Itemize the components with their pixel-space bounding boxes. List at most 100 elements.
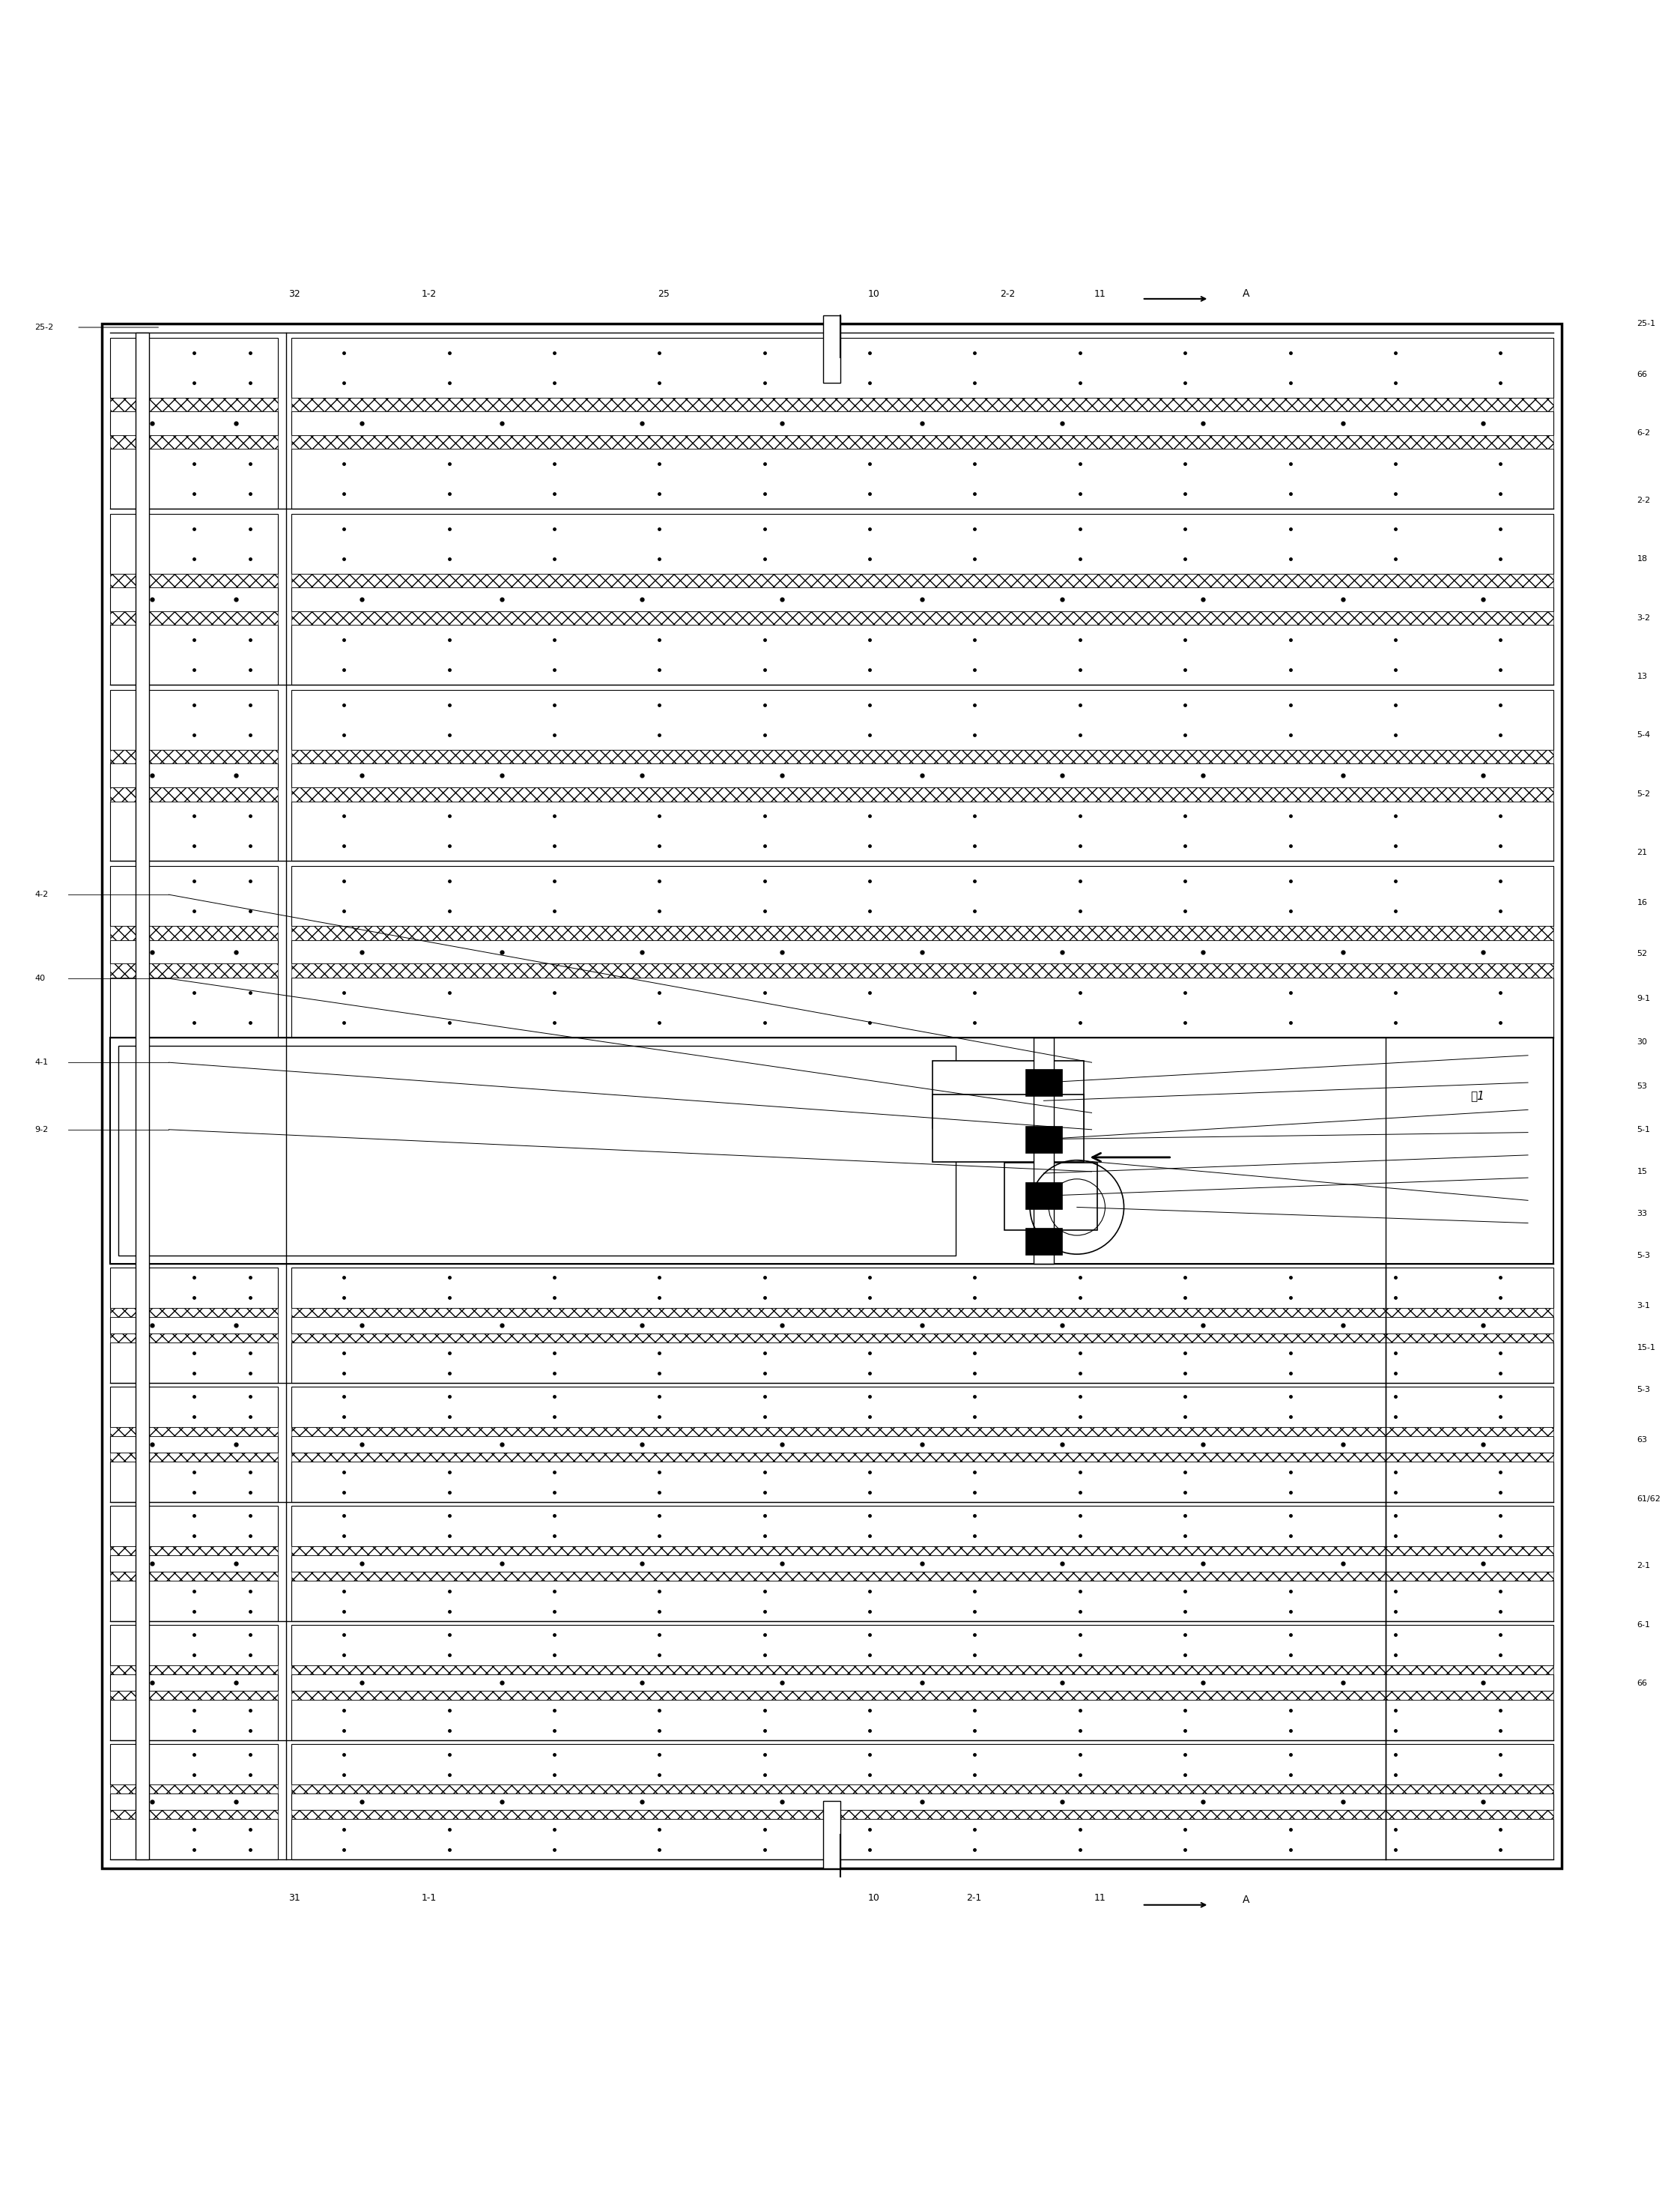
Text: 图1: 图1 <box>1470 1089 1485 1103</box>
Bar <box>291 866 1552 927</box>
Bar <box>291 787 1552 802</box>
Bar <box>291 1388 1552 1427</box>
Text: 6-2: 6-2 <box>1636 430 1650 436</box>
Bar <box>111 449 277 509</box>
Bar <box>1033 1037 1053 1265</box>
Text: 31: 31 <box>289 1894 301 1903</box>
Bar <box>291 940 1552 964</box>
Bar <box>291 1811 1552 1819</box>
Text: 2-1: 2-1 <box>966 1894 981 1903</box>
Bar <box>111 412 277 434</box>
Text: 5-2: 5-2 <box>1636 789 1650 798</box>
Bar <box>111 1309 277 1317</box>
Bar <box>111 434 277 449</box>
Bar <box>111 338 277 397</box>
Bar <box>111 690 277 750</box>
Bar <box>111 1745 277 1784</box>
Bar <box>291 1572 1552 1580</box>
Text: 4-1: 4-1 <box>35 1059 49 1065</box>
Text: 9-2: 9-2 <box>35 1127 49 1133</box>
Text: 5-1: 5-1 <box>1636 1127 1650 1133</box>
Text: 66: 66 <box>1636 370 1648 377</box>
Bar <box>291 1666 1552 1675</box>
Text: 18: 18 <box>1636 555 1648 563</box>
Text: 16: 16 <box>1636 899 1648 907</box>
Bar <box>111 1037 1552 1265</box>
Bar <box>111 1690 277 1701</box>
Text: 25-2: 25-2 <box>35 324 54 331</box>
Bar <box>111 802 277 861</box>
Bar <box>291 434 1552 449</box>
Bar <box>291 690 1552 750</box>
Bar <box>291 513 1552 574</box>
Text: 1-2: 1-2 <box>422 289 437 298</box>
Bar <box>291 1342 1552 1383</box>
Text: 10: 10 <box>867 289 880 298</box>
Bar <box>111 1342 277 1383</box>
Bar <box>111 763 277 787</box>
Bar <box>111 1506 277 1545</box>
Bar <box>111 1556 277 1572</box>
Bar <box>111 1793 277 1811</box>
Text: 11: 11 <box>1094 289 1105 298</box>
Bar <box>1025 1070 1062 1096</box>
Bar <box>291 1690 1552 1701</box>
Bar <box>291 1333 1552 1342</box>
Text: 40: 40 <box>35 975 45 982</box>
Bar <box>111 1624 277 1666</box>
Bar <box>111 1666 277 1675</box>
Bar <box>291 1675 1552 1690</box>
Text: 15-1: 15-1 <box>1636 1344 1656 1352</box>
Bar <box>291 1701 1552 1740</box>
Text: 2-2: 2-2 <box>1000 289 1015 298</box>
Text: A: A <box>1243 1894 1250 1905</box>
Bar <box>111 397 277 412</box>
Bar <box>291 1819 1552 1859</box>
Text: 3-1: 3-1 <box>1636 1302 1650 1309</box>
Bar <box>111 1462 277 1502</box>
Bar <box>291 964 1552 978</box>
Text: 15: 15 <box>1636 1168 1648 1175</box>
Text: 66: 66 <box>1636 1679 1648 1688</box>
Bar <box>111 1427 277 1436</box>
Bar <box>1025 1181 1062 1210</box>
Text: 4-2: 4-2 <box>35 890 49 899</box>
Bar <box>291 574 1552 587</box>
Bar <box>1025 1127 1062 1153</box>
Bar <box>291 1309 1552 1317</box>
Text: 32: 32 <box>289 289 301 298</box>
Text: 13: 13 <box>1636 673 1648 680</box>
Bar <box>291 1624 1552 1666</box>
Bar <box>111 1388 277 1427</box>
Bar <box>291 625 1552 684</box>
Bar <box>291 1745 1552 1784</box>
Bar <box>291 612 1552 625</box>
Text: 25: 25 <box>659 289 670 298</box>
Bar <box>291 750 1552 763</box>
Bar <box>111 750 277 763</box>
Bar <box>111 1675 277 1690</box>
Text: 1-1: 1-1 <box>422 1894 437 1903</box>
Bar <box>102 324 1561 1868</box>
Text: 5-3: 5-3 <box>1636 1385 1650 1394</box>
Text: 2-2: 2-2 <box>1636 495 1651 504</box>
Bar <box>111 927 277 940</box>
Text: 25-1: 25-1 <box>1636 320 1656 329</box>
Bar <box>111 978 277 1037</box>
Text: 2-1: 2-1 <box>1636 1563 1650 1569</box>
Bar <box>111 964 277 978</box>
Bar <box>111 1453 277 1462</box>
Bar <box>291 1267 1552 1309</box>
Bar <box>111 1811 277 1819</box>
Bar <box>291 1793 1552 1811</box>
Bar <box>111 1572 277 1580</box>
Text: 33: 33 <box>1636 1210 1648 1217</box>
Bar <box>111 866 277 927</box>
Bar <box>1005 1162 1097 1230</box>
Text: 10: 10 <box>867 1894 880 1903</box>
Bar <box>823 316 840 384</box>
Bar <box>111 612 277 625</box>
Bar <box>111 587 277 612</box>
Bar <box>136 333 150 1859</box>
Bar <box>291 587 1552 612</box>
